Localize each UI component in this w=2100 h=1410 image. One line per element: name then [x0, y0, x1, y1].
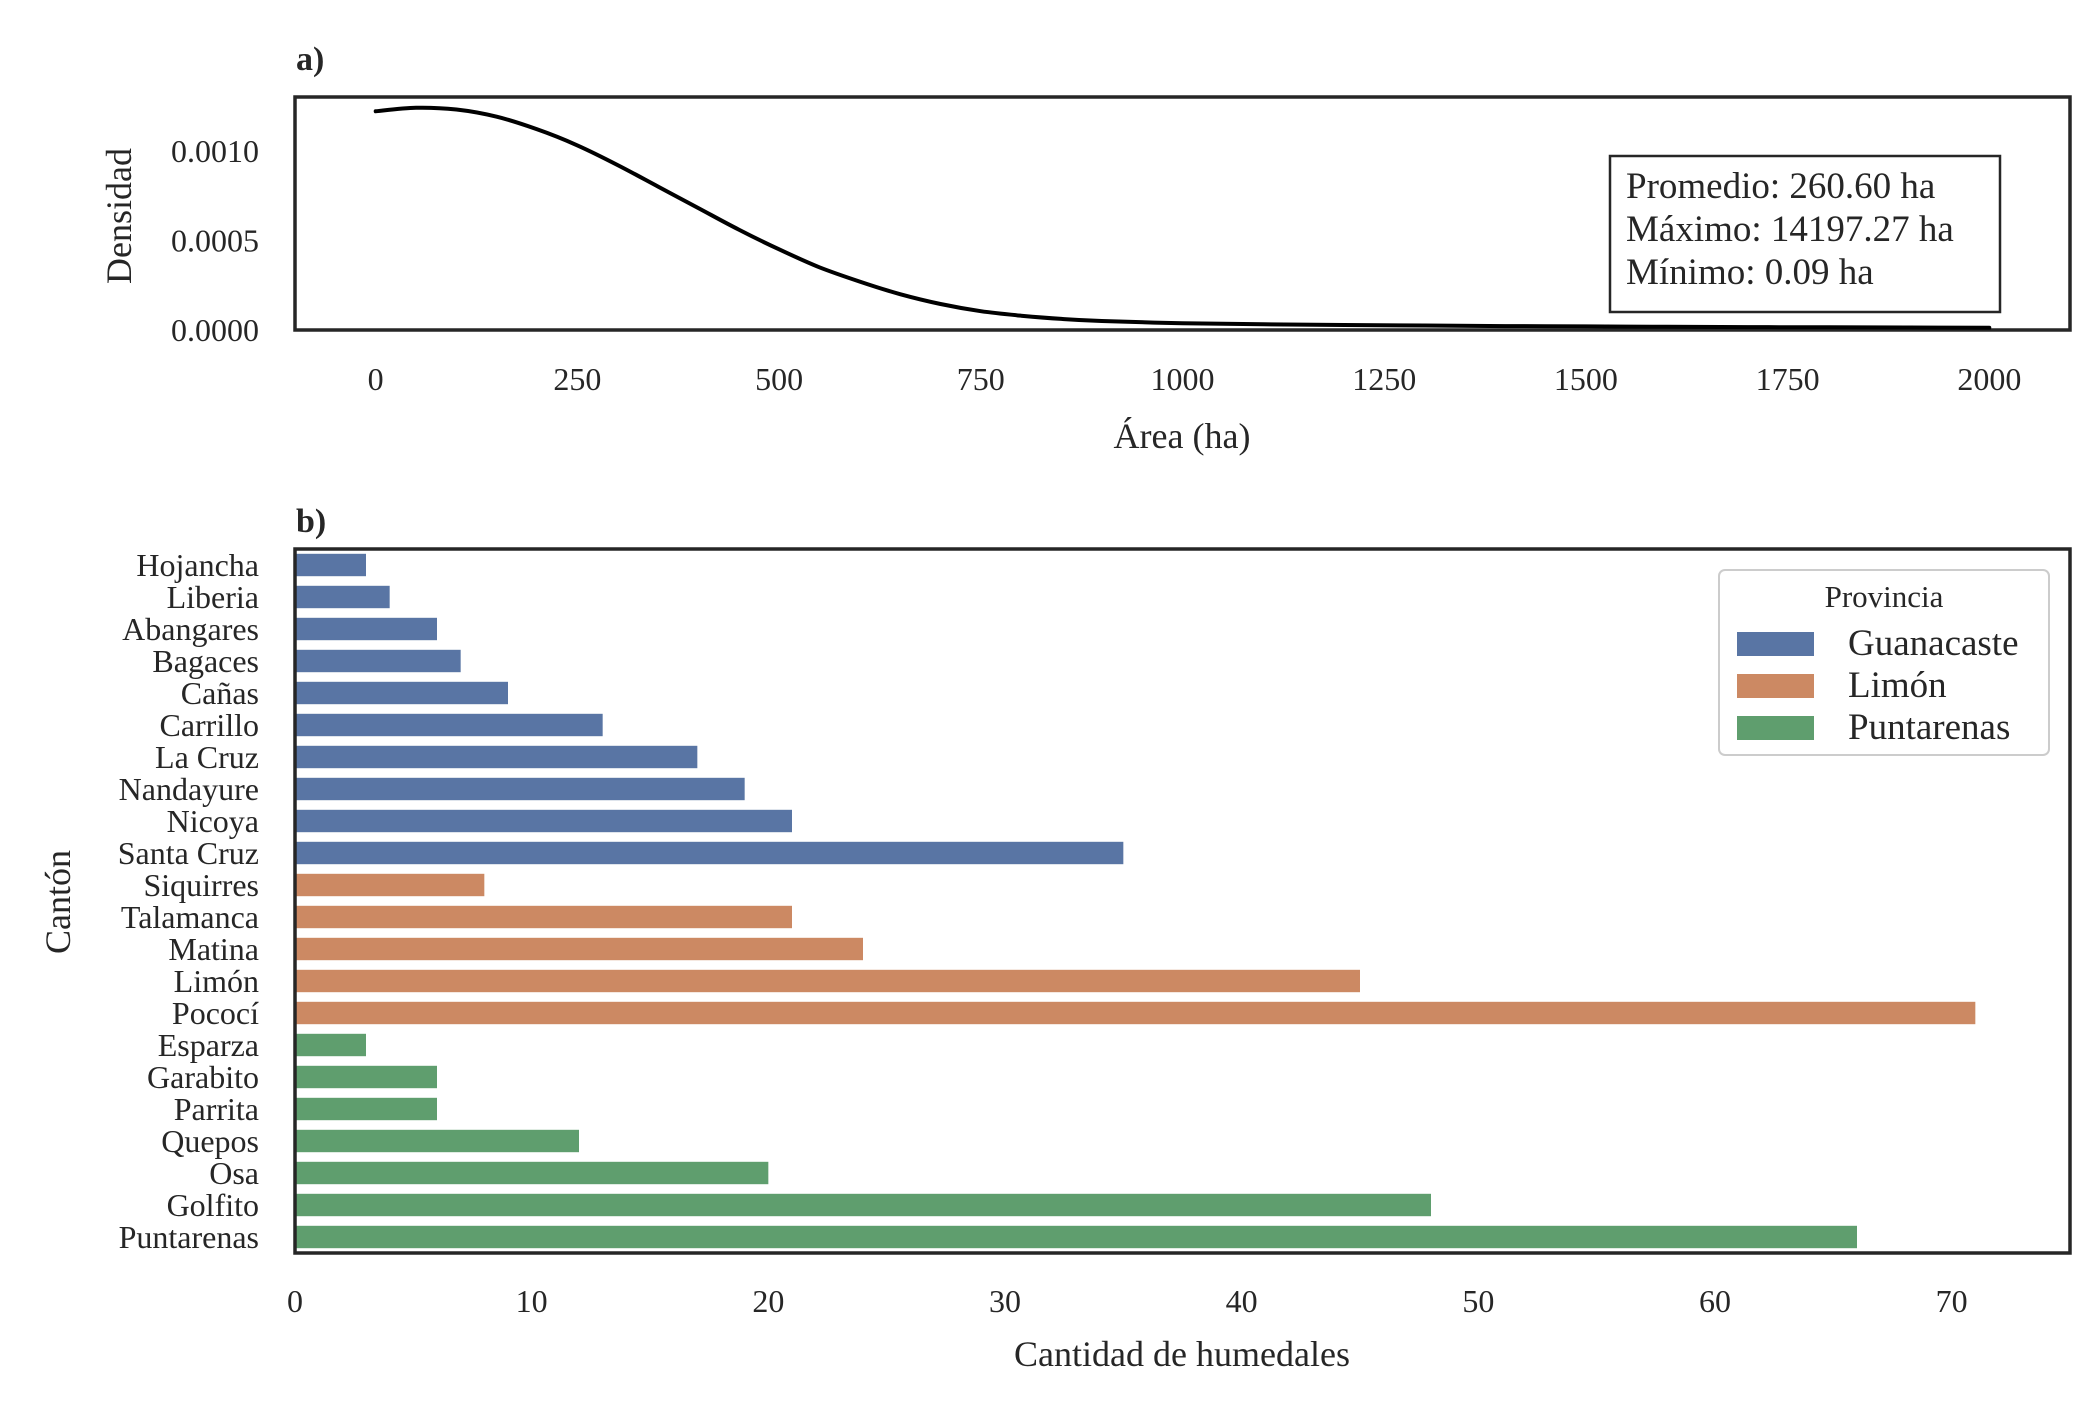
stats-box-frame [1608, 154, 2002, 314]
canton-label: La Cruz [155, 739, 259, 775]
canton-labels: HojanchaLiberiaAbangaresBagacesCañasCarr… [118, 547, 259, 1255]
bar-series [295, 553, 1976, 1249]
density-x-axis-label: Área (ha) [1114, 416, 1251, 456]
legend-swatch [1737, 632, 1814, 656]
canton-label: Puntarenas [119, 1219, 259, 1255]
stats-mean: Promedio: 260.60 ha [1626, 166, 1935, 207]
density-x-tick-label: 500 [755, 361, 803, 397]
stats-box: Promedio: 260.60 ha Máximo: 14197.27 ha … [1608, 154, 2002, 314]
bar [295, 1161, 769, 1185]
canton-label: Nandayure [119, 771, 259, 807]
density-x-tick-label: 1750 [1756, 361, 1820, 397]
bar-panel: b) HojanchaLiberiaAbangaresBagacesCañasC… [38, 503, 2072, 1374]
canton-label: Osa [209, 1155, 259, 1191]
canton-label: Esparza [158, 1027, 259, 1063]
bar [295, 873, 485, 897]
bar [295, 745, 698, 769]
bar [295, 809, 792, 833]
bar-x-tick-label: 30 [989, 1283, 1021, 1319]
bar-x-tick-label: 20 [752, 1283, 784, 1319]
bar-x-tick-label: 60 [1699, 1283, 1731, 1319]
bar [295, 969, 1360, 993]
canton-label: Santa Cruz [118, 835, 259, 871]
density-x-tick-label: 1250 [1352, 361, 1416, 397]
density-curve [373, 105, 1992, 330]
panel-b-label: b) [296, 503, 326, 540]
density-y-axis-label: Densidad [99, 148, 139, 284]
bar-plot-frame [293, 547, 2072, 1255]
density-x-tick-label: 1000 [1151, 361, 1215, 397]
bar-x-tick-label: 50 [1462, 1283, 1494, 1319]
canton-label: Pococí [172, 995, 259, 1031]
bar [295, 1129, 579, 1153]
legend-title: Provincia [1825, 579, 1944, 614]
bar [295, 937, 863, 961]
density-plot-frame [293, 95, 2072, 332]
canton-label: Parrita [174, 1091, 259, 1127]
canton-label: Siquirres [143, 867, 259, 903]
bar-y-axis-label: Cantón [38, 850, 78, 954]
density-y-tick-label: 0.0000 [171, 312, 259, 348]
bar [295, 777, 745, 801]
canton-label: Cañas [181, 675, 259, 711]
canton-label: Limón [174, 963, 259, 999]
canton-label: Carrillo [159, 707, 259, 743]
bar [295, 617, 437, 641]
canton-label: Bagaces [152, 643, 259, 679]
legend-entry-label: Guanacaste [1848, 623, 2019, 664]
density-x-tick-label: 250 [553, 361, 601, 397]
bar-x-ticks: 0 10 20 30 40 50 60 70 [287, 1283, 1968, 1319]
bar [295, 585, 390, 609]
bar [295, 713, 603, 737]
bar-x-tick-label: 40 [1226, 1283, 1258, 1319]
bar [295, 905, 792, 929]
bar [295, 553, 366, 577]
legend-entry-label: Puntarenas [1848, 707, 2010, 748]
canton-label: Liberia [167, 579, 259, 615]
density-y-tick-label: 0.0010 [171, 133, 259, 169]
stats-max: Máximo: 14197.27 ha [1626, 209, 1954, 250]
bar [295, 1193, 1431, 1217]
legend-entry-label: Limón [1848, 665, 1947, 706]
panel-a-label: a) [296, 41, 324, 78]
canton-label: Matina [168, 931, 259, 967]
density-x-tick-label: 750 [957, 361, 1005, 397]
bar [295, 1033, 366, 1057]
canton-label: Quepos [161, 1123, 259, 1159]
bar [295, 649, 461, 673]
bar-x-tick-label: 70 [1936, 1283, 1968, 1319]
bar [295, 681, 508, 705]
density-x-tick-label: 0 [368, 361, 384, 397]
legend-swatch [1737, 716, 1814, 740]
bar [295, 1001, 1976, 1025]
bar-x-axis-label: Cantidad de humedales [1014, 1334, 1350, 1374]
density-panel: a) 0.0000 0.0005 0.0010 0 250 500 750 1000 1250… [99, 41, 2072, 456]
bar [295, 1225, 1857, 1249]
legend-swatch [1737, 674, 1814, 698]
bar-x-tick-label: 0 [287, 1283, 303, 1319]
canton-label: Garabito [147, 1059, 259, 1095]
bar [295, 1097, 437, 1121]
canton-label: Hojancha [136, 547, 259, 583]
density-x-tick-label: 1500 [1554, 361, 1618, 397]
bar [295, 1065, 437, 1089]
canton-label: Talamanca [121, 899, 259, 935]
bar-x-tick-label: 10 [516, 1283, 548, 1319]
density-y-ticks: 0.0000 0.0005 0.0010 [171, 133, 259, 348]
density-y-tick-label: 0.0005 [171, 222, 259, 258]
density-x-tick-label: 2000 [1957, 361, 2021, 397]
canton-label: Nicoya [167, 803, 259, 839]
bar [295, 841, 1124, 865]
legend-frame [1718, 569, 2050, 756]
stats-min: Mínimo: 0.09 ha [1626, 252, 1874, 293]
density-x-ticks: 0 250 500 750 1000 1250 1500 1750 2000 [368, 361, 2022, 397]
canton-label: Golfito [167, 1187, 259, 1223]
canton-label: Abangares [122, 611, 259, 647]
